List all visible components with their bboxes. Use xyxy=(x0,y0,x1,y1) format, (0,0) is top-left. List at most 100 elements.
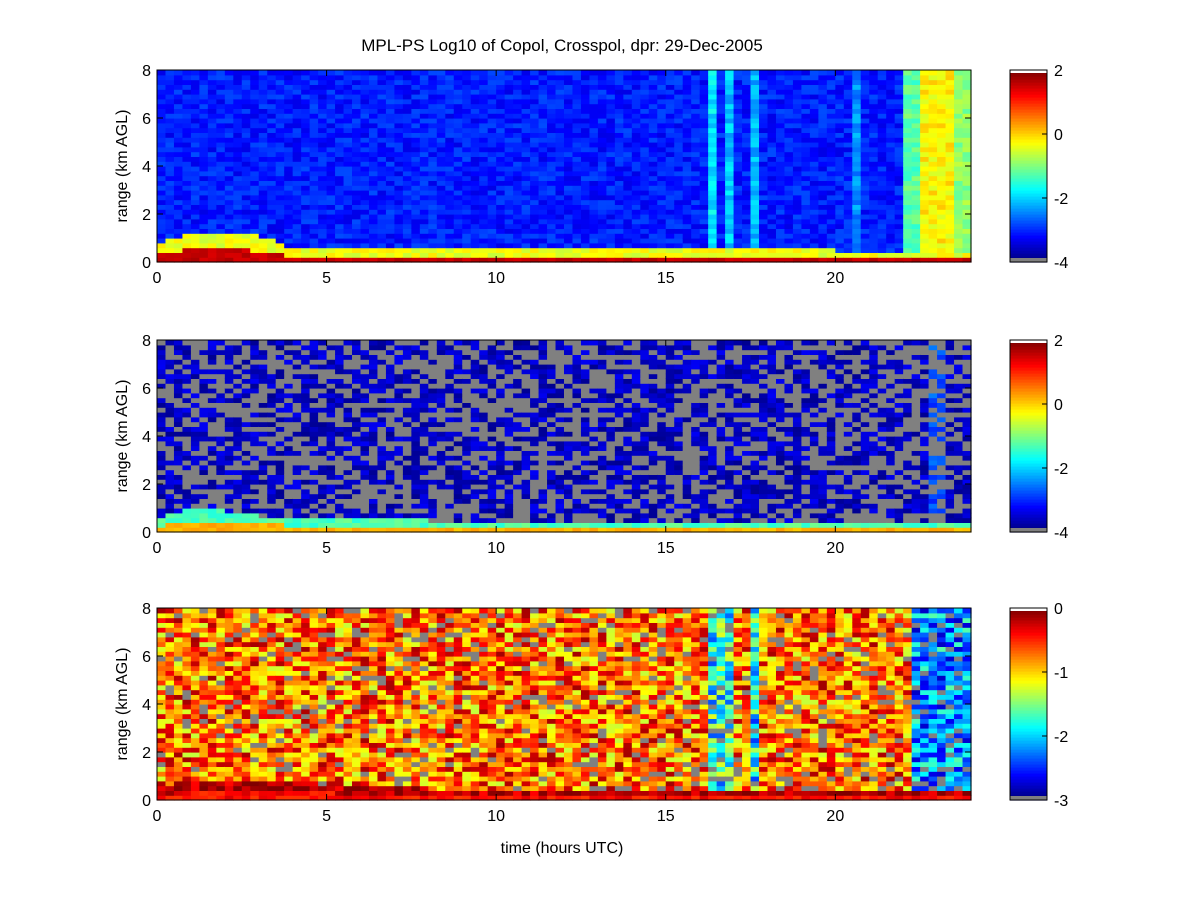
crosspol-cell xyxy=(250,378,260,384)
copol-cell xyxy=(860,190,870,196)
crosspol-cell xyxy=(360,407,370,413)
copol-cell xyxy=(860,137,870,143)
copol-cell xyxy=(445,127,455,133)
copol-cell xyxy=(792,214,803,220)
copol-cell xyxy=(911,214,921,220)
crosspol-cell xyxy=(284,359,294,365)
copol-cell xyxy=(911,233,921,239)
crosspol-cell xyxy=(309,469,319,475)
copol-cell xyxy=(962,228,972,234)
crosspol-cell xyxy=(224,416,234,423)
copol-cell xyxy=(224,257,234,263)
crosspol-cell xyxy=(326,436,336,442)
crosspol-cell xyxy=(250,392,260,399)
copol-cell xyxy=(962,190,972,196)
copol-cell xyxy=(352,132,362,138)
copol-cell xyxy=(742,242,752,249)
copol-cell xyxy=(954,89,964,95)
copol-cell xyxy=(275,223,285,229)
copol-cell xyxy=(911,151,921,157)
crosspol-cell xyxy=(224,450,234,456)
copol-cell xyxy=(335,103,345,109)
copol-cell xyxy=(275,185,285,191)
copol-cell xyxy=(826,108,836,114)
copol-cell xyxy=(716,151,726,157)
copol-cell xyxy=(394,122,404,129)
copol-cell xyxy=(691,218,701,225)
copol-cell xyxy=(775,122,786,129)
crosspol-cell xyxy=(284,416,294,423)
crosspol-cell xyxy=(318,421,328,427)
copol-cell xyxy=(750,204,760,210)
crosspol-cell xyxy=(301,436,311,442)
copol-cell xyxy=(835,142,845,148)
crosspol-cell xyxy=(241,383,251,389)
copol-cell xyxy=(597,185,607,191)
copol-cell xyxy=(165,185,175,191)
copol-cell xyxy=(530,142,540,148)
crosspol-cell xyxy=(309,426,319,432)
copol-cell xyxy=(487,118,497,124)
crosspol-cell xyxy=(335,464,345,471)
copol-cell xyxy=(869,79,879,85)
copol-cell xyxy=(402,79,412,85)
copol-cell xyxy=(250,89,260,95)
copol-colorbar-step xyxy=(1010,109,1047,113)
copol-cell xyxy=(352,257,362,263)
copol-cell xyxy=(614,127,624,133)
copol-cell xyxy=(648,238,658,244)
copol-cell xyxy=(233,98,243,105)
copol-cell xyxy=(657,156,667,162)
copol-cell xyxy=(233,137,243,143)
crosspol-cell xyxy=(182,407,192,413)
copol-cell xyxy=(826,185,836,191)
copol-cell xyxy=(368,209,379,215)
copol-cell xyxy=(428,199,438,205)
copol-cell xyxy=(419,166,429,172)
copol-cell xyxy=(623,170,633,177)
copol-cell xyxy=(258,151,268,157)
copol-cell xyxy=(411,257,421,263)
copol-cell xyxy=(267,214,277,220)
copol-cell xyxy=(436,166,446,172)
copol-cell xyxy=(335,118,345,124)
copol-colorbar-step xyxy=(1010,214,1047,218)
copol-cell xyxy=(674,175,684,181)
crosspol-cell xyxy=(326,488,336,495)
copol-cell xyxy=(920,122,930,129)
copol-cell xyxy=(496,103,506,109)
crosspol-cell xyxy=(173,445,184,451)
copol-cell xyxy=(614,156,624,162)
crosspol-cell xyxy=(275,397,285,403)
copol-cell xyxy=(623,156,633,162)
copol-cell xyxy=(580,84,591,90)
copol-cell xyxy=(767,103,777,109)
copol-cell xyxy=(886,214,896,220)
copol-cell xyxy=(733,214,743,220)
copol-cell xyxy=(674,74,684,81)
copol-cell xyxy=(759,247,769,253)
copol-cell xyxy=(326,257,336,263)
copol-cell xyxy=(419,228,429,234)
copol-cell xyxy=(182,194,192,201)
crosspol-cell xyxy=(352,474,362,480)
copol-cell xyxy=(470,228,480,234)
copol-cell xyxy=(809,132,819,138)
crosspol-cell xyxy=(292,368,302,375)
copol-cell xyxy=(580,132,591,138)
copol-cell xyxy=(411,132,421,138)
crosspol-cell xyxy=(157,392,167,399)
copol-cell xyxy=(564,209,574,215)
copol-cell xyxy=(207,199,217,205)
crosspol-cell xyxy=(301,412,311,418)
copol-cell xyxy=(564,108,574,114)
copol-cell xyxy=(513,127,523,133)
crosspol-cell xyxy=(318,498,328,504)
copol-cell xyxy=(725,233,735,239)
copol-cell xyxy=(725,161,735,167)
crosspol-cell xyxy=(360,340,370,346)
crosspol-cell xyxy=(335,498,345,504)
copol-cell xyxy=(597,238,607,244)
copol-cell xyxy=(250,98,260,105)
copol-cell xyxy=(920,190,930,196)
